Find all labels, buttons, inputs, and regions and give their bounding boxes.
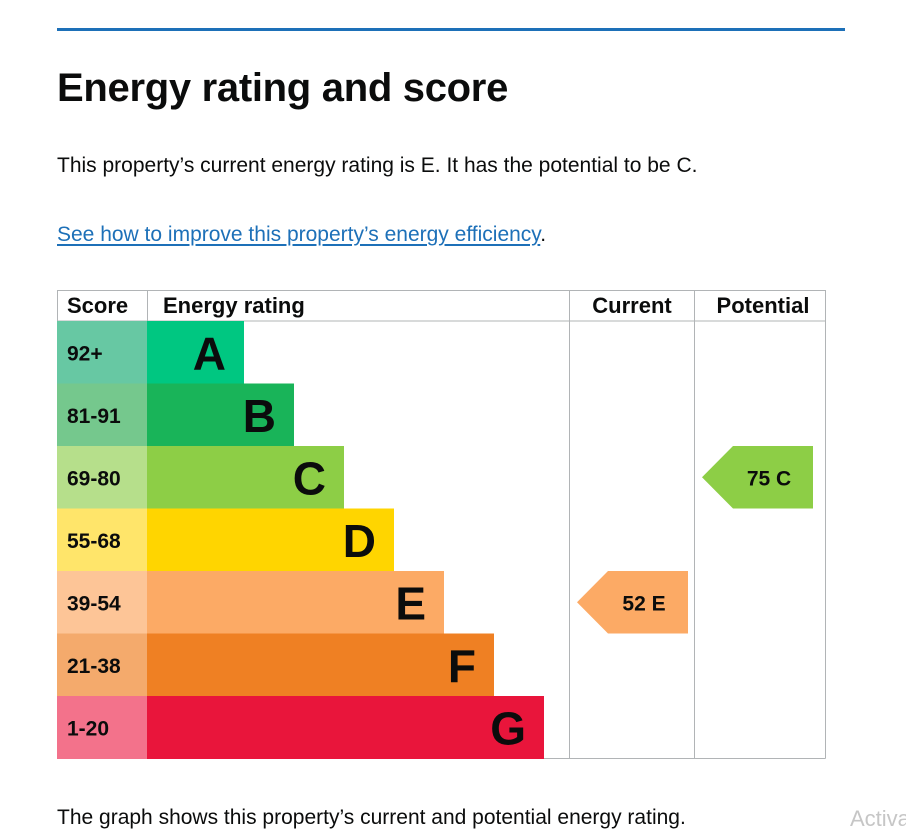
rating-letter-a: A xyxy=(193,327,226,379)
score-cell-a xyxy=(57,321,147,384)
rating-bar-d xyxy=(147,508,394,572)
score-label-d: 55-68 xyxy=(67,530,121,553)
current-rating-label: 52 E xyxy=(622,592,665,615)
score-cell-e xyxy=(57,571,147,634)
page-title: Energy rating and score xyxy=(57,66,509,110)
improve-efficiency-link[interactable]: See how to improve this property’s energ… xyxy=(57,223,541,246)
rating-bar-f xyxy=(147,633,494,697)
rating-letter-g: G xyxy=(490,702,526,754)
score-cell-d xyxy=(57,508,147,572)
score-cell-c xyxy=(57,446,147,509)
header-energy-rating: Energy rating xyxy=(163,293,305,318)
score-cell-g xyxy=(57,696,147,759)
potential-rating-label: 75 C xyxy=(747,467,791,490)
rating-bar-g xyxy=(147,696,544,759)
rating-summary: This property’s current energy rating is… xyxy=(57,154,698,177)
score-label-b: 81-91 xyxy=(67,405,121,428)
header-score: Score xyxy=(67,293,128,318)
score-label-f: 21-38 xyxy=(67,655,121,678)
header-potential: Potential xyxy=(717,293,810,318)
rating-letter-d: D xyxy=(343,515,376,567)
activation-watermark: Activa xyxy=(850,806,906,831)
current-rating-arrow xyxy=(577,571,688,634)
rating-bar-c xyxy=(147,446,344,509)
improve-paragraph: See how to improve this property’s energ… xyxy=(57,223,546,247)
score-label-e: 39-54 xyxy=(67,592,121,615)
rating-bar-a xyxy=(147,321,244,384)
score-label-g: 1-20 xyxy=(67,717,109,740)
rating-letter-f: F xyxy=(448,640,476,692)
improve-suffix: . xyxy=(540,223,547,246)
chart-footnote: The graph shows this property’s current … xyxy=(57,806,686,829)
score-cell-f xyxy=(57,633,147,697)
header-current: Current xyxy=(592,293,672,318)
rating-letter-e: E xyxy=(395,577,426,629)
rating-bar-b xyxy=(147,383,294,447)
score-label-c: 69-80 xyxy=(67,467,121,490)
potential-rating-arrow xyxy=(702,446,813,509)
section-divider xyxy=(57,28,845,31)
rating-letter-b: B xyxy=(243,390,276,442)
score-cell-b xyxy=(57,383,147,447)
rating-bar-e xyxy=(147,571,444,634)
score-label-a: 92+ xyxy=(67,342,103,365)
rating-letter-c: C xyxy=(293,452,326,504)
